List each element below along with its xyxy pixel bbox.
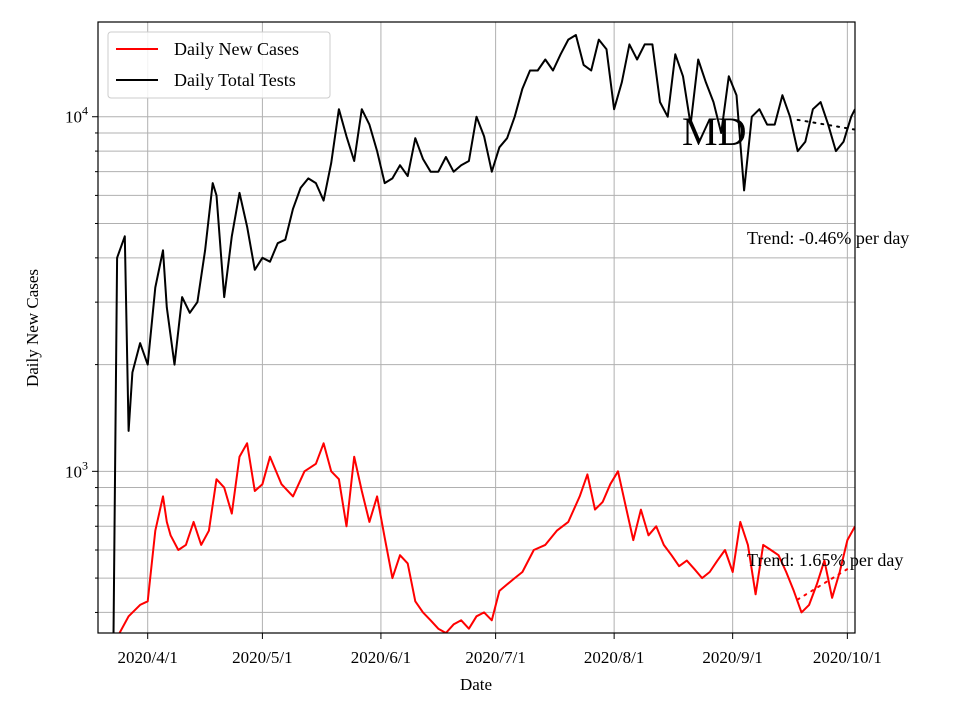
x-tick-label: 2020/7/1 (465, 648, 525, 667)
legend-label-tests: Daily Total Tests (174, 70, 296, 90)
series-group (112, 34, 855, 633)
x-tick-label: 2020/5/1 (232, 648, 292, 667)
x-axis-ticks: 2020/4/1 2020/5/1 2020/6/1 2020/7/1 2020/8/1… (117, 633, 882, 667)
x-tick-label: 2020/8/1 (584, 648, 644, 667)
tests-trend-annotation: Trend: -0.46% per day (747, 228, 909, 248)
cases-trend-line (796, 568, 849, 601)
x-tick-label: 2020/4/1 (117, 648, 177, 667)
y-axis-ticks: 103 104 (65, 104, 98, 613)
y-axis-label: Daily New Cases (23, 269, 42, 387)
y-tick-label: 103 (65, 458, 88, 481)
state-label: MD (682, 109, 746, 154)
cases-series-line (118, 442, 855, 633)
x-axis-label: Date (460, 675, 492, 694)
cases-trend-annotation: Trend: 1.65% per day (747, 550, 903, 570)
tests-series-line (112, 34, 855, 633)
y-tick-label: 104 (65, 104, 88, 127)
x-tick-label: 2020/10/1 (813, 648, 882, 667)
grid-lines (98, 22, 855, 633)
legend-box (107, 31, 331, 99)
x-tick-label: 2020/6/1 (351, 648, 411, 667)
plot-frame (97, 21, 856, 634)
legend: Daily New Cases Daily Total Tests (107, 31, 331, 99)
x-tick-label: 2020/9/1 (702, 648, 762, 667)
tests-trend-line (796, 118, 855, 131)
legend-label-cases: Daily New Cases (174, 39, 299, 59)
